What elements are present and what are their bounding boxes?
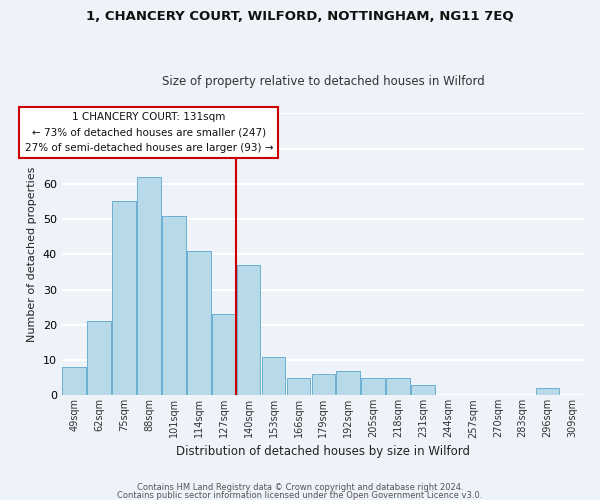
X-axis label: Distribution of detached houses by size in Wilford: Distribution of detached houses by size … — [176, 444, 470, 458]
Bar — [311, 374, 335, 396]
Y-axis label: Number of detached properties: Number of detached properties — [27, 166, 37, 342]
Bar — [187, 251, 211, 396]
Bar — [536, 388, 559, 396]
Bar — [87, 322, 111, 396]
Title: Size of property relative to detached houses in Wilford: Size of property relative to detached ho… — [162, 76, 485, 88]
Bar — [62, 367, 86, 396]
Bar — [112, 202, 136, 396]
Bar — [262, 356, 286, 396]
Bar — [337, 370, 360, 396]
Text: Contains HM Land Registry data © Crown copyright and database right 2024.: Contains HM Land Registry data © Crown c… — [137, 483, 463, 492]
Bar — [386, 378, 410, 396]
Bar — [411, 384, 435, 396]
Text: 1, CHANCERY COURT, WILFORD, NOTTINGHAM, NG11 7EQ: 1, CHANCERY COURT, WILFORD, NOTTINGHAM, … — [86, 10, 514, 23]
Bar — [237, 265, 260, 396]
Bar — [287, 378, 310, 396]
Bar — [212, 314, 236, 396]
Bar — [162, 216, 186, 396]
Text: 1 CHANCERY COURT: 131sqm
← 73% of detached houses are smaller (247)
27% of semi-: 1 CHANCERY COURT: 131sqm ← 73% of detach… — [25, 112, 273, 154]
Bar — [361, 378, 385, 396]
Text: Contains public sector information licensed under the Open Government Licence v3: Contains public sector information licen… — [118, 490, 482, 500]
Bar — [137, 176, 161, 396]
